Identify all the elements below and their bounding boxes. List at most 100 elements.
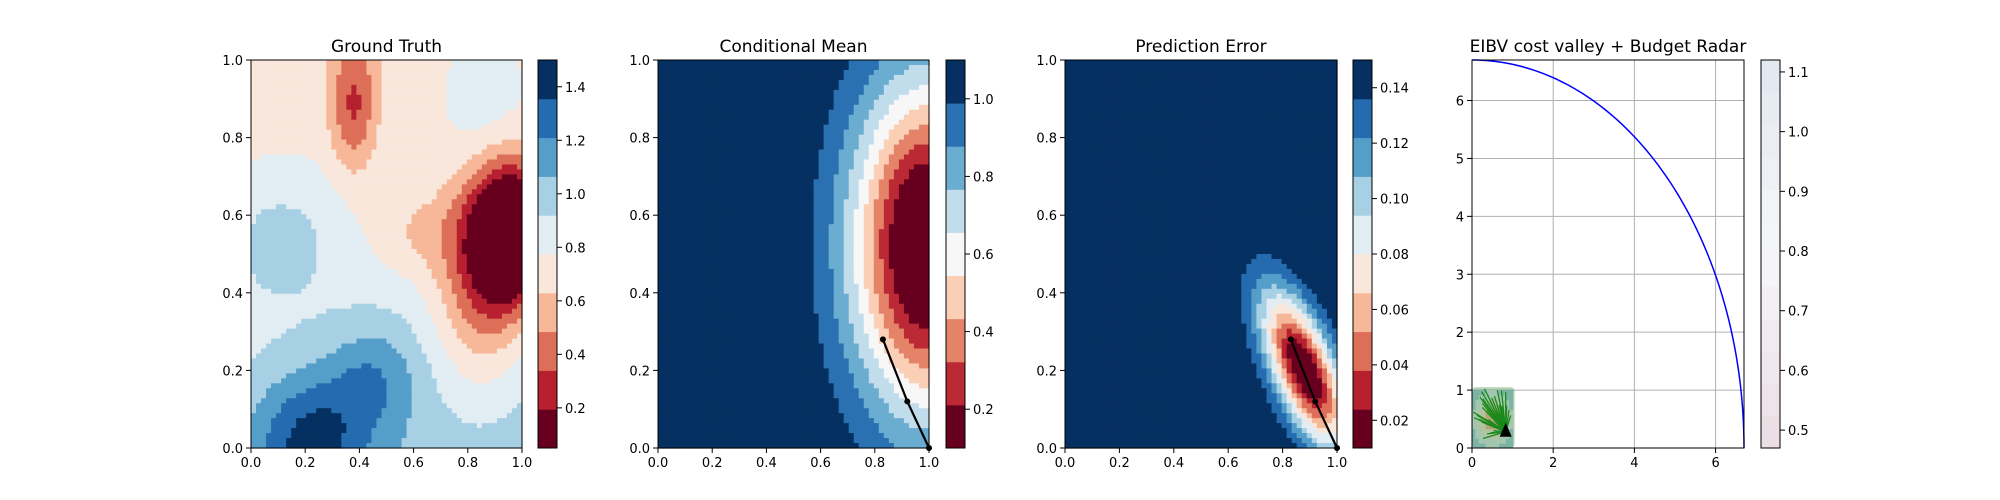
- heatmap-cell: [461, 328, 468, 335]
- heatmap-cell: [471, 69, 478, 76]
- heatmap-cell: [361, 413, 368, 419]
- heatmap-cell: [316, 114, 322, 121]
- heatmap-cell: [436, 204, 443, 210]
- heatmap-cell: [868, 119, 875, 126]
- heatmap-cell: [271, 263, 277, 270]
- heatmap-cell: [386, 124, 393, 131]
- heatmap-cell: [336, 174, 342, 180]
- heatmap-cell: [336, 209, 342, 215]
- heatmap-cell: [481, 114, 488, 121]
- heatmap-cell: [416, 433, 423, 439]
- heatmap-cell: [366, 169, 373, 176]
- heatmap-cell: [356, 338, 363, 345]
- heatmap-cell: [406, 99, 413, 106]
- heatmap-cell: [476, 428, 483, 434]
- heatmap-cell: [426, 428, 433, 434]
- heatmap-cell: [416, 239, 423, 245]
- heatmap-cell: [296, 303, 302, 310]
- heatmap-cell: [506, 338, 513, 345]
- heatmap-cell: [256, 328, 262, 335]
- heatmap-cell: [486, 164, 493, 171]
- heatmap-cell: [266, 388, 272, 394]
- heatmap-cell: [818, 114, 825, 121]
- heatmap-cell: [476, 438, 483, 444]
- heatmap-cell: [421, 94, 428, 101]
- heatmap-cell: [311, 408, 317, 414]
- heatmap-cell: [316, 234, 322, 240]
- heatmap-cell: [296, 353, 302, 360]
- heatmap-cell: [361, 114, 368, 121]
- heatmap-cell: [456, 194, 463, 200]
- heatmap-cell: [516, 214, 523, 220]
- heatmap-cell: [366, 363, 373, 370]
- heatmap-cell: [271, 64, 277, 71]
- heatmap-cell: [341, 99, 347, 106]
- heatmap-cell: [441, 333, 448, 340]
- heatmap-cell: [276, 74, 282, 81]
- heatmap-cell: [351, 179, 357, 185]
- heatmap-cell: [421, 288, 428, 295]
- heatmap-cell: [511, 443, 518, 449]
- heatmap-cell: [843, 84, 850, 91]
- heatmap-cell: [351, 139, 357, 146]
- heatmap-cell: [281, 433, 287, 439]
- heatmap-cell: [286, 368, 292, 374]
- heatmap-cell: [898, 94, 905, 101]
- heatmap-cell: [718, 119, 724, 126]
- heatmap-cell: [883, 119, 890, 126]
- heatmap-cell: [321, 199, 327, 205]
- heatmap-cell: [386, 403, 393, 409]
- heatmap-cell: [863, 79, 870, 86]
- heatmap-cell: [773, 104, 780, 111]
- heatmap-cell: [838, 109, 845, 116]
- heatmap-cell: [501, 254, 508, 260]
- heatmap-cell: [251, 84, 257, 91]
- heatmap-cell: [301, 353, 307, 360]
- heatmap-cell: [446, 278, 453, 285]
- heatmap-cell: [466, 94, 473, 101]
- heatmap-cell: [728, 69, 734, 76]
- heatmap-cell: [266, 443, 272, 449]
- heatmap-cell: [326, 254, 332, 260]
- heatmap-cell: [276, 199, 282, 205]
- heatmap-cell: [898, 114, 905, 121]
- heatmap-cell: [421, 388, 428, 394]
- heatmap-cell: [351, 89, 357, 96]
- heatmap-cell: [396, 99, 403, 106]
- heatmap-cell: [376, 109, 383, 116]
- heatmap-cell: [276, 64, 282, 71]
- heatmap-cell: [371, 164, 378, 171]
- heatmap-cell: [431, 313, 438, 320]
- heatmap-cell: [451, 74, 458, 81]
- heatmap-cell: [406, 268, 413, 275]
- heatmap-cell: [908, 79, 915, 86]
- heatmap-cell: [321, 333, 327, 340]
- heatmap-cell: [506, 184, 513, 190]
- heatmap-cell: [296, 119, 302, 126]
- heatmap-cell: [396, 249, 403, 255]
- heatmap-cell: [401, 313, 408, 320]
- heatmap-cell: [346, 323, 352, 330]
- heatmap-cell: [441, 119, 448, 126]
- heatmap-cell: [346, 194, 352, 200]
- heatmap-cell: [491, 413, 498, 419]
- heatmap-cell: [778, 84, 785, 91]
- heatmap-cell: [471, 159, 478, 166]
- heatmap-cell: [316, 398, 322, 404]
- heatmap-cell: [436, 328, 443, 335]
- heatmap-cell: [411, 423, 418, 429]
- heatmap-cell: [436, 338, 443, 345]
- heatmap-cell: [301, 174, 307, 180]
- heatmap-cell: [301, 199, 307, 205]
- heatmap-cell: [436, 263, 443, 270]
- heatmap-cell: [266, 114, 272, 121]
- heatmap-cell: [496, 373, 503, 379]
- heatmap-cell: [431, 323, 438, 330]
- heatmap-cell: [336, 229, 342, 235]
- heatmap-cell: [496, 84, 503, 91]
- heatmap-cell: [446, 373, 453, 379]
- heatmap-cell: [391, 308, 398, 315]
- heatmap-cell: [276, 408, 282, 414]
- heatmap-cell: [486, 403, 493, 409]
- heatmap-cell: [863, 114, 870, 121]
